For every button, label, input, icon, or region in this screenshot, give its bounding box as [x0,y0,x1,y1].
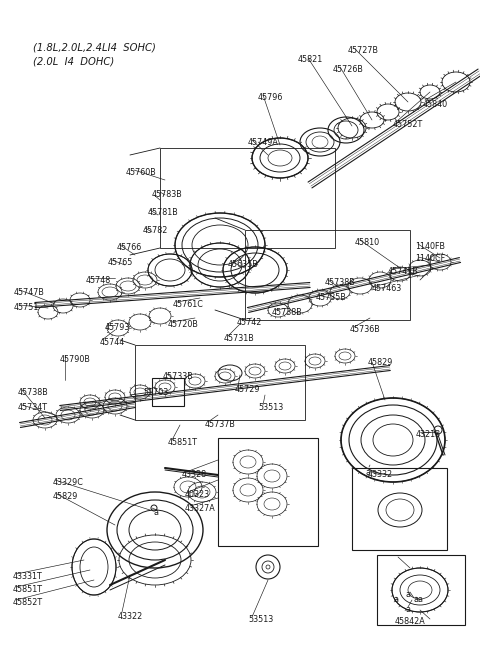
Text: 45731B: 45731B [224,334,255,343]
Text: 45752T: 45752T [393,120,423,129]
Text: (1.8L,2.0L,2.4LI4  SOHC): (1.8L,2.0L,2.4LI4 SOHC) [33,42,156,52]
Bar [160,148,335,248]
Text: 45635B: 45635B [228,260,259,269]
Text: 45733B: 45733B [163,372,194,381]
Text: 43331T: 43331T [13,572,43,581]
Text: 45729: 45729 [235,385,261,394]
Text: 43329C: 43329C [53,478,84,487]
Text: 45748: 45748 [86,276,111,285]
Text: aa: aa [413,595,423,604]
Text: 43327A: 43327A [185,504,216,513]
Text: 45751: 45751 [14,303,39,312]
Text: 45738B: 45738B [272,308,303,317]
Text: (2.0L  I4  DOHC): (2.0L I4 DOHC) [33,56,114,66]
Text: 45829: 45829 [368,358,394,367]
Text: 40323: 40323 [185,490,210,499]
Text: 45742: 45742 [237,318,263,327]
Text: 45738B: 45738B [18,388,49,397]
Text: 45851T: 45851T [168,438,198,447]
Text: 45760B: 45760B [126,168,157,177]
Text: 45737B: 45737B [205,420,236,429]
Text: 45793: 45793 [105,323,131,332]
Text: 45734T: 45734T [18,403,48,412]
Bar [135,345,305,420]
Text: 1140CF: 1140CF [415,254,445,263]
Bar [218,438,318,546]
Text: 45726B: 45726B [333,65,364,74]
Text: a: a [154,508,159,517]
Text: 45840: 45840 [423,100,448,109]
Text: 51703: 51703 [143,388,168,397]
Text: 45735B: 45735B [316,293,347,302]
Text: 43322: 43322 [118,612,143,621]
Text: 45741B: 45741B [388,267,419,276]
Bar [245,230,410,320]
Text: 457463: 457463 [372,284,402,293]
Text: 53513: 53513 [258,403,283,412]
Text: 45720B: 45720B [168,320,199,329]
Text: 45781B: 45781B [148,208,179,217]
Text: 43332: 43332 [368,470,393,479]
Text: 45783B: 45783B [152,190,183,199]
Text: 45790B: 45790B [60,355,91,364]
Text: 45765: 45765 [108,258,133,267]
Text: a: a [365,468,370,477]
Text: 45727B: 45727B [348,46,379,55]
Text: 45851T: 45851T [13,585,43,594]
Bar [377,555,465,625]
Text: 1140FB: 1140FB [415,242,445,251]
Text: 45796: 45796 [258,93,283,102]
Text: 53513: 53513 [248,615,273,624]
Text: 45829: 45829 [53,492,78,501]
Text: a: a [406,590,411,599]
Text: 45761C: 45761C [173,300,204,309]
Text: a: a [393,595,398,604]
Text: 45747B: 45747B [14,288,45,297]
Text: 45852T: 45852T [13,598,43,607]
Text: 45842A: 45842A [395,617,426,626]
Text: 45749A: 45749A [248,138,279,147]
Bar [152,378,184,406]
Text: 45738B: 45738B [325,278,356,287]
Text: 43328: 43328 [182,470,207,479]
Text: 43213: 43213 [416,430,441,439]
Text: 45810: 45810 [355,238,380,247]
Text: 45744: 45744 [100,338,125,347]
Text: 45766: 45766 [117,243,142,252]
Bar [352,468,447,550]
Text: a: a [406,605,411,614]
Text: 45821: 45821 [298,55,323,64]
Text: 45736B: 45736B [350,325,381,334]
Text: 45782: 45782 [143,226,168,235]
